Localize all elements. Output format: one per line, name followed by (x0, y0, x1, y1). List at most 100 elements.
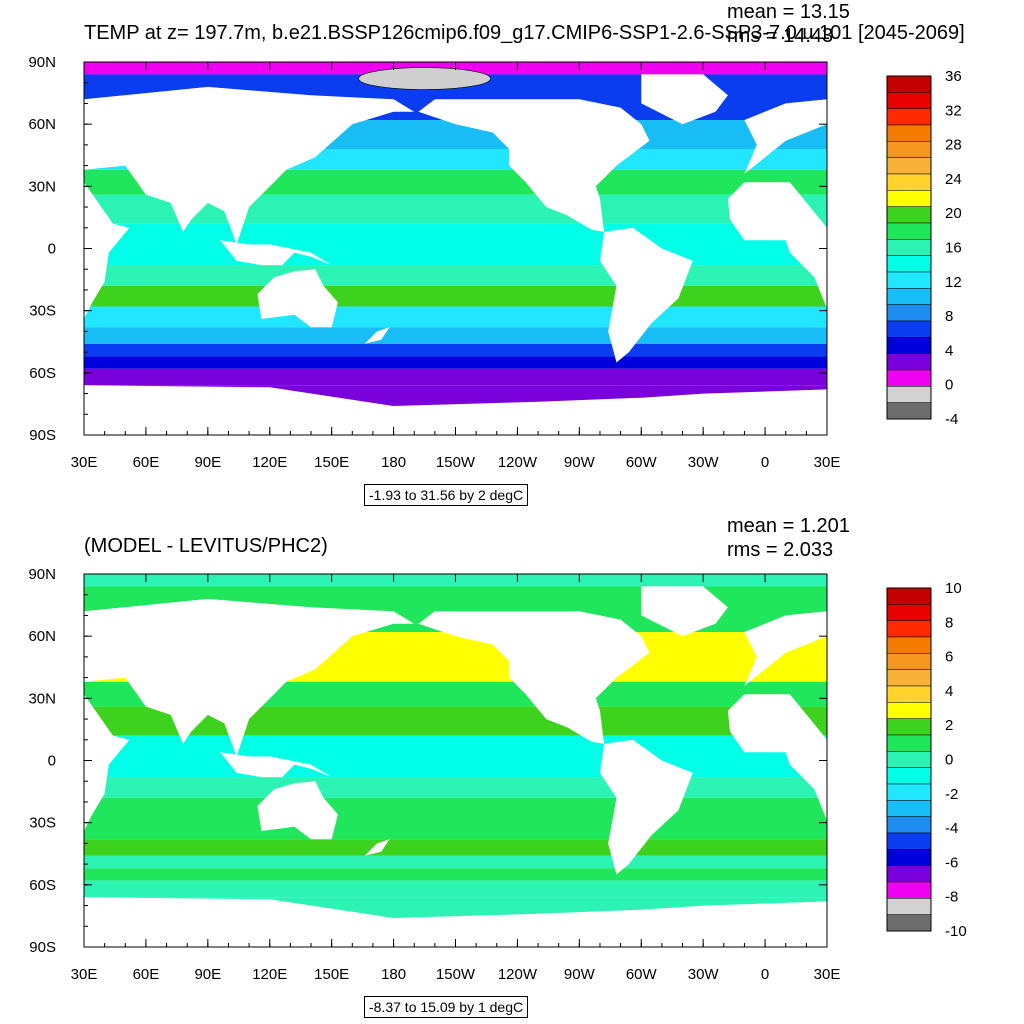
ocean-band (84, 356, 827, 369)
x-tick-label: 60W (626, 966, 658, 983)
x-tick-label: 30W (688, 966, 720, 983)
colorbar-swatch (886, 702, 932, 719)
colorbar-label: -2 (945, 786, 958, 803)
land-mass (220, 240, 332, 266)
x-tick-label: 180 (381, 966, 406, 983)
x-tick-label: 90E (194, 454, 221, 471)
land-mass (84, 598, 415, 757)
colorbar-swatch (886, 849, 932, 866)
colorbar-label: 32 (945, 102, 962, 119)
land-mass (600, 227, 693, 363)
bottom-panel: (MODEL - LEVITUS/PHC2) mean = 1.201 rms … (0, 512, 1024, 1024)
map-field (84, 574, 827, 947)
colorbar-label: 10 (945, 580, 962, 597)
land-mass (220, 752, 332, 778)
colorbar-label: 36 (945, 68, 962, 85)
colorbar-swatch (886, 255, 932, 273)
x-tick-label: 120W (498, 966, 538, 983)
ocean-band (84, 880, 827, 898)
colorbar-swatch (886, 386, 932, 403)
x-tick-label: 150W (436, 966, 476, 983)
ocean-band (84, 265, 827, 286)
colorbar-swatch (886, 898, 932, 915)
panel-title: (MODEL - LEVITUS/PHC2) (84, 535, 328, 557)
y-tick-label: 90S (29, 939, 56, 956)
y-tick-label: 90S (29, 427, 56, 444)
colorbar-swatch (886, 653, 932, 670)
ocean-band (84, 839, 827, 856)
colorbar-swatch (886, 75, 932, 93)
land-mass (364, 839, 390, 856)
colorbar-label: -4 (945, 411, 958, 428)
colorbar-swatch (886, 669, 932, 687)
contour-info-caption: -1.93 to 31.56 by 2 degC (364, 484, 529, 506)
map-field (84, 62, 827, 435)
colorbar-swatch (886, 832, 932, 850)
x-tick-label: 150W (436, 454, 476, 471)
colorbar-label: 0 (945, 377, 953, 394)
contour-info-caption: -8.37 to 15.09 by 1 degC (364, 996, 529, 1018)
sea-ice-patch (358, 67, 491, 90)
colorbar-label: 12 (945, 274, 962, 291)
y-tick-label: 30S (29, 815, 56, 832)
y-tick-label: 30N (28, 178, 56, 195)
x-tick-label: 30E (814, 966, 841, 983)
land-mass (641, 74, 728, 125)
colorbar-label: 6 (945, 649, 953, 666)
x-tick-label: 90E (194, 966, 221, 983)
colorbar-swatch (886, 718, 932, 736)
x-tick-label: 30E (814, 454, 841, 471)
x-tick-label: 90W (564, 454, 596, 471)
colorbar-swatch (886, 124, 932, 142)
x-tick-label: 30E (71, 454, 98, 471)
x-tick-label: 120W (498, 454, 538, 471)
land-mass (257, 269, 338, 328)
x-tick-label: 180 (381, 454, 406, 471)
x-tick-label: 30E (71, 966, 98, 983)
land-mass (641, 586, 728, 637)
y-tick-label: 60S (29, 877, 56, 894)
ocean-band (84, 855, 827, 869)
mean-label: mean = 13.15 (727, 1, 850, 23)
ocean-band (84, 343, 827, 357)
colorbar-swatch (886, 320, 932, 338)
y-tick-label: 60S (29, 365, 56, 382)
land-mass (84, 182, 130, 319)
land-mass (84, 897, 827, 947)
rms-label: rms = 14.43 (727, 25, 834, 47)
y-tick-label: 60N (28, 116, 56, 133)
land-mass (257, 781, 338, 840)
colorbar-swatch (886, 353, 932, 371)
land-mass (364, 327, 390, 344)
colorbar-swatch (886, 587, 932, 605)
x-tick-label: 150E (314, 966, 349, 983)
colorbar-swatch (886, 604, 932, 621)
colorbar-swatch (886, 190, 932, 207)
ocean-band (84, 797, 827, 819)
colorbar-swatch (886, 783, 932, 801)
colorbar-swatch (886, 636, 932, 654)
colorbar-swatch (886, 108, 932, 126)
colorbar-label: -6 (945, 854, 958, 871)
colorbar-swatch (886, 914, 932, 932)
colorbar-label: -4 (945, 820, 958, 837)
y-tick-label: 0 (48, 753, 56, 770)
colorbar-swatch (886, 800, 932, 817)
x-tick-label: 0 (761, 454, 769, 471)
panel-title: TEMP at z= 197.7m, b.e21.BSSP126cmip6.f0… (84, 22, 965, 44)
top-panel: TEMP at z= 197.7m, b.e21.BSSP126cmip6.f0… (28, 1, 965, 506)
colorbar-swatch (886, 157, 932, 175)
colorbar-swatch (886, 865, 932, 883)
y-tick-label: 90N (28, 566, 56, 583)
y-tick-label: 60N (28, 628, 56, 645)
colorbar-swatch (886, 881, 932, 899)
colorbar-swatch (886, 369, 932, 387)
colorbar-label: 28 (945, 137, 962, 154)
y-tick-label: 0 (48, 241, 56, 258)
colorbar-swatch (886, 402, 932, 420)
colorbar-swatch (886, 173, 932, 191)
ocean-band (84, 868, 827, 881)
colorbar-label: 0 (945, 752, 953, 769)
colorbar-swatch (886, 734, 932, 752)
land-mass (418, 99, 650, 232)
